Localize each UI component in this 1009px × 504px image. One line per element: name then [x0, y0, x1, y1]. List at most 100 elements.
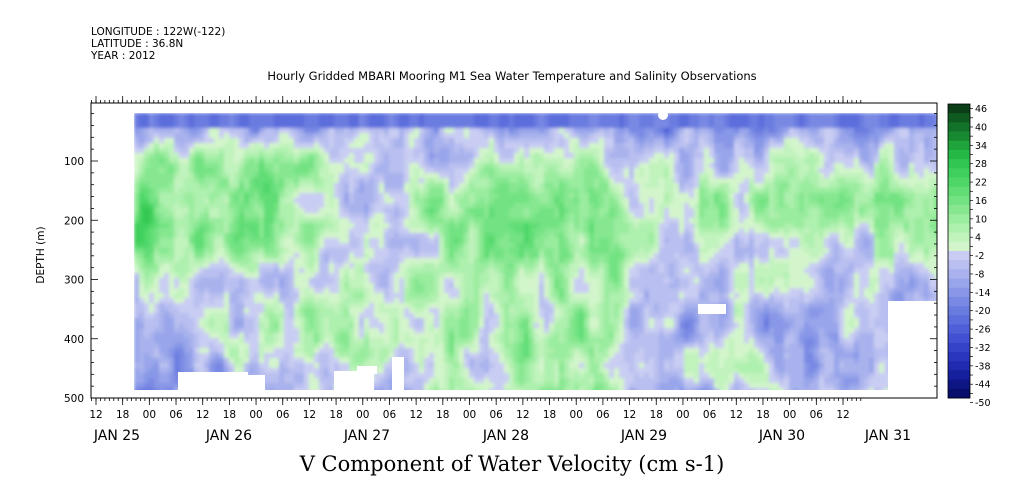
colorbar-label: -32 — [975, 343, 991, 354]
colorbar-swatch — [948, 159, 970, 169]
velocity-field — [134, 113, 937, 394]
colorbar-swatch — [948, 352, 970, 362]
missing-data-region — [247, 375, 265, 390]
colorbar-swatch — [948, 122, 970, 132]
colorbar-swatch — [948, 324, 970, 335]
missing-data-region — [334, 371, 374, 390]
colorbar-swatch — [948, 113, 970, 123]
year-label: YEAR : 2012 — [91, 50, 156, 62]
x-hour-tick-label: 00 — [463, 409, 476, 421]
x-hour-tick-label: 06 — [489, 409, 503, 421]
colorbar-swatch — [948, 149, 970, 160]
colorbar-swatch — [948, 104, 970, 114]
colorbar-label: -20 — [975, 306, 991, 317]
x-day-label: JAN 31 — [864, 428, 911, 444]
x-hour-tick-label: 00 — [783, 409, 796, 421]
missing-data-region — [658, 110, 668, 120]
colorbar-swatch — [948, 177, 970, 188]
colorbar-swatch — [948, 241, 970, 252]
colorbar-swatch — [948, 333, 970, 344]
x-day-label: JAN 29 — [620, 428, 667, 444]
colorbar-label: -44 — [975, 380, 991, 391]
x-day-label: JAN 27 — [343, 428, 390, 444]
x-hour-tick-label: 00 — [676, 409, 689, 421]
x-day-label: JAN 25 — [93, 428, 140, 444]
colorbar: 46 40 34 28 22 16 10 4 -2 -8 -14 -20 -26 -32 -38 -44 -50 — [947, 103, 991, 409]
missing-data-masks — [91, 103, 937, 398]
x-axis: 12 18 00 06 12 18 00 06 12 18 00 06 12 18 00 06 12 18 00 06… — [89, 96, 911, 444]
x-hour-tick-label: 06 — [383, 409, 397, 421]
x-day-label: JAN 26 — [205, 428, 252, 444]
colorbar-swatch — [948, 195, 970, 206]
colorbar-label: -14 — [975, 288, 991, 299]
y-tick-label: 100 — [64, 156, 84, 168]
missing-data-region — [392, 357, 404, 390]
colorbar-label: -26 — [975, 325, 991, 336]
missing-data-region — [888, 301, 937, 390]
colorbar-frame — [947, 103, 971, 399]
colorbar-swatch — [948, 168, 970, 178]
colorbar-swatch — [948, 140, 970, 151]
colorbar-swatch — [948, 205, 970, 215]
missing-data-region — [134, 103, 937, 113]
y-tick-label: 400 — [64, 334, 84, 346]
x-hour-tick-label: 06 — [169, 409, 183, 421]
x-hour-tick-label: 12 — [89, 409, 102, 421]
x-hour-tick-label: 06 — [810, 409, 824, 421]
x-hour-tick-label: 06 — [596, 409, 610, 421]
colorbar-swatch — [948, 260, 970, 270]
x-hour-tick-label: 12 — [516, 409, 529, 421]
y-tick-label: 200 — [64, 215, 84, 227]
colorbar-swatch — [948, 278, 970, 289]
x-day-label: JAN 28 — [482, 428, 529, 444]
missing-data-region — [178, 372, 248, 390]
x-hour-tick-label: 18 — [436, 409, 449, 421]
missing-data-region — [357, 366, 377, 374]
colorbar-label: 46 — [975, 104, 987, 115]
y-axis-label: DEPTH (m) — [35, 226, 47, 283]
colorbar-label: -50 — [975, 398, 991, 409]
y-tick-label: 300 — [64, 275, 84, 287]
x-hour-tick-label: 18 — [543, 409, 556, 421]
colorbar-label: 40 — [975, 122, 987, 133]
colorbar-swatch — [948, 287, 970, 298]
colorbar-swatch — [948, 388, 970, 399]
x-hour-tick-label: 06 — [276, 409, 290, 421]
x-hour-tick-label: 12 — [623, 409, 636, 421]
colorbar-swatch — [948, 214, 970, 224]
colorbar-swatch — [948, 361, 970, 371]
missing-data-region — [698, 304, 726, 314]
colorbar-swatch — [948, 269, 970, 279]
x-hour-tick-label: 00 — [143, 409, 156, 421]
latitude-label: LATITUDE : 36.8N — [91, 38, 184, 50]
x-hour-tick-label: 00 — [249, 409, 262, 421]
x-hour-tick-label: 00 — [356, 409, 369, 421]
colorbar-swatch — [948, 296, 970, 307]
longitude-label: LONGITUDE : 122W(-122) — [91, 26, 226, 38]
colorbar-swatch — [948, 306, 970, 316]
colorbar-label: 22 — [975, 178, 987, 189]
colorbar-swatch — [948, 370, 970, 381]
colorbar-label: 34 — [975, 141, 987, 152]
x-hour-tick-label: 12 — [196, 409, 209, 421]
x-hour-tick-label: 12 — [836, 409, 849, 421]
x-hour-tick-label: 12 — [303, 409, 316, 421]
colorbar-swatch — [948, 315, 970, 325]
x-hour-tick-label: 00 — [570, 409, 583, 421]
colorbar-swatch — [948, 251, 970, 261]
colorbar-label: -38 — [975, 361, 991, 372]
x-day-label: JAN 30 — [758, 428, 805, 444]
colorbar-swatch — [948, 232, 970, 243]
colorbar-swatch — [948, 223, 970, 234]
colorbar-label: 10 — [975, 214, 987, 225]
missing-data-region — [91, 103, 134, 398]
colorbar-swatch — [948, 379, 970, 390]
colorbar-label: 16 — [975, 196, 987, 207]
colorbar-swatch — [948, 342, 970, 353]
x-hour-tick-label: 18 — [116, 409, 129, 421]
variable-label: V Component of Water Velocity (cm s-1) — [299, 452, 725, 476]
x-hour-tick-label: 18 — [329, 409, 342, 421]
x-hour-tick-label: 06 — [703, 409, 717, 421]
x-hour-tick-label: 12 — [730, 409, 743, 421]
